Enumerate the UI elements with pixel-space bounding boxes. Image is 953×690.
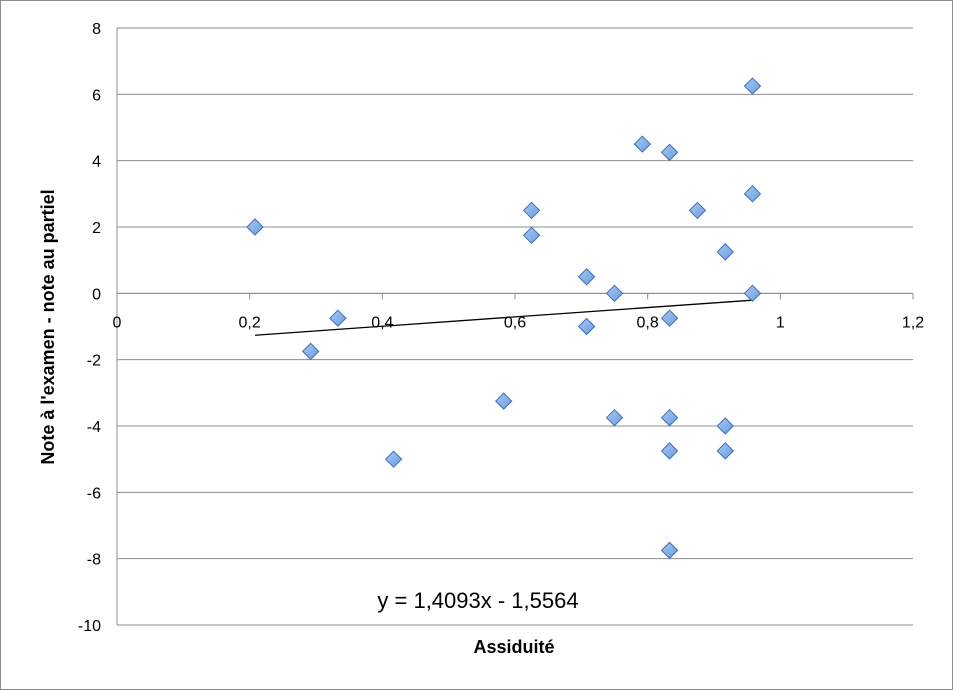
- data-point: [743, 185, 762, 203]
- x-axis-title: Assiduité: [473, 637, 554, 657]
- data-point: [716, 243, 734, 261]
- x-tick-label: 0,4: [371, 314, 393, 331]
- x-tick-label: 1: [776, 314, 785, 331]
- data-point: [716, 417, 734, 435]
- trendline-equation: y = 1,4093x - 1,5564: [377, 588, 578, 613]
- data-point: [660, 442, 679, 460]
- data-point: [743, 284, 762, 303]
- x-tick-label: 0: [113, 314, 122, 331]
- data-point: [660, 143, 679, 162]
- data-point: [688, 201, 707, 220]
- data-point: [495, 392, 513, 410]
- data-point: [329, 309, 347, 327]
- data-point: [577, 268, 596, 286]
- y-tick-label: 0: [92, 286, 101, 303]
- y-axis-title: Note à l'examen - note au partiel: [38, 189, 58, 464]
- data-point: [522, 201, 541, 220]
- data-point: [660, 541, 679, 560]
- trendline: [254, 299, 753, 336]
- data-point: [577, 317, 596, 336]
- data-points: [246, 77, 762, 560]
- y-tick-label: -2: [87, 353, 101, 370]
- data-point: [660, 409, 679, 427]
- x-tick-label: 0,2: [239, 314, 261, 331]
- data-point: [716, 442, 734, 460]
- data-point: [605, 409, 624, 427]
- data-point: [660, 309, 679, 327]
- data-point: [384, 450, 403, 468]
- x-tick-label: 0,8: [637, 314, 659, 331]
- y-tick-label: -4: [87, 419, 101, 436]
- data-point: [743, 77, 762, 95]
- y-tick-label: -8: [87, 552, 101, 569]
- trendline-group: [254, 299, 753, 336]
- x-axis: [116, 292, 914, 300]
- gridlines: [116, 27, 913, 626]
- data-point: [301, 342, 320, 361]
- x-tick-label: 1,2: [902, 314, 924, 331]
- data-point: [522, 226, 541, 244]
- x-tick-label: 0,6: [504, 314, 526, 331]
- data-point: [633, 135, 652, 153]
- y-tick-labels: 8 6 4 2 0 -2 -4 -6 -8 -10: [78, 21, 101, 635]
- data-point: [605, 284, 624, 303]
- y-tick-label: -6: [87, 485, 101, 502]
- y-tick-label: -10: [78, 618, 101, 635]
- y-tick-label: 8: [92, 21, 101, 38]
- y-tick-label: 4: [92, 154, 101, 171]
- y-tick-label: 6: [92, 87, 101, 104]
- data-point: [246, 218, 264, 236]
- y-tick-label: 2: [92, 220, 101, 237]
